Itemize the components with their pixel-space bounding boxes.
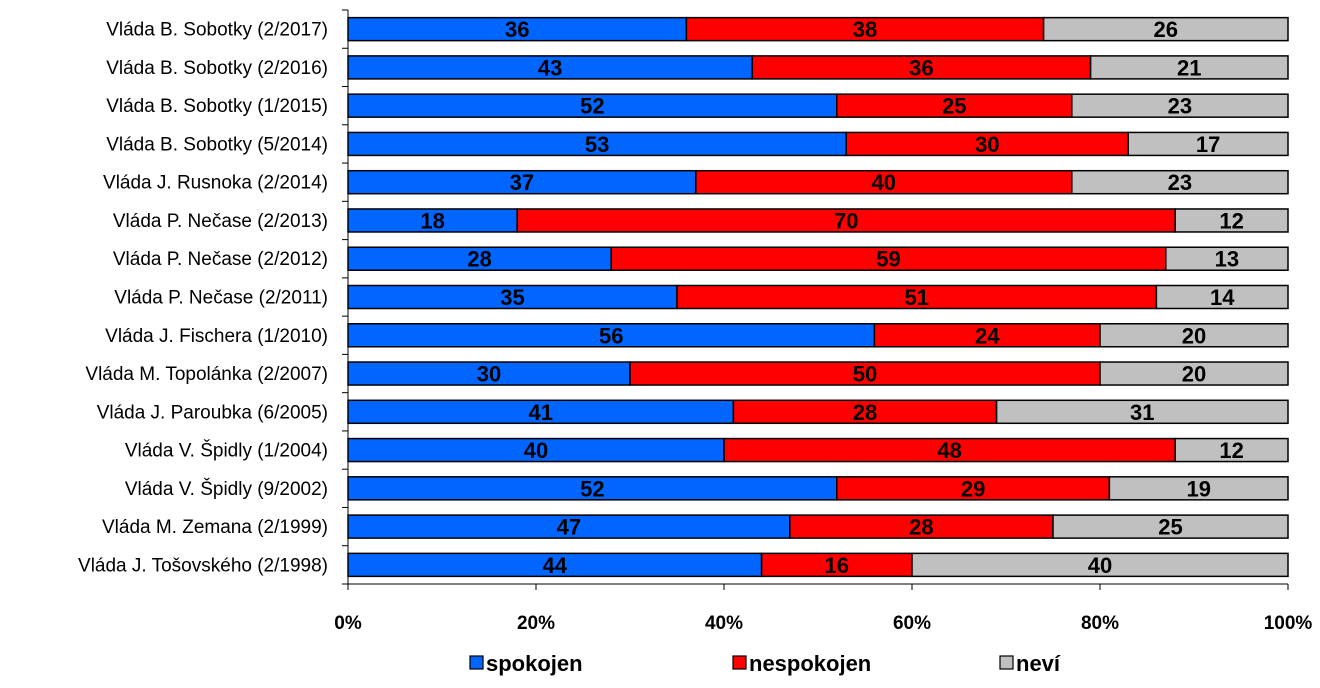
- category-label-8: Vláda J. Fischera (1/2010): [105, 326, 328, 347]
- value-label-spokojen-5: 18: [420, 208, 444, 233]
- value-label-spokojen-8: 56: [599, 323, 623, 348]
- bar-nevi-10: [995, 399, 1289, 425]
- category-label-14: Vláda J. Tošovského (2/1998): [78, 555, 328, 576]
- value-label-spokojen-13: 47: [557, 515, 581, 540]
- legend-label-spokojen: spokojen: [486, 651, 583, 676]
- category-label-13: Vláda M. Zemana (2/1999): [102, 517, 328, 538]
- bar-nevi-4: [1071, 169, 1289, 195]
- category-label-5: Vláda P. Nečase (2/2013): [113, 211, 328, 232]
- category-label-0: Vláda B. Sobotky (2/2017): [106, 20, 328, 41]
- value-label-spokojen-6: 28: [467, 247, 491, 272]
- legend-label-nevi: neví: [1016, 651, 1061, 676]
- bar-nevi-12: [1108, 476, 1289, 501]
- value-label-nevi-8: 20: [1182, 323, 1206, 348]
- value-label-nespokojen-2: 25: [942, 94, 966, 119]
- legend-swatch-nespokojen: [732, 655, 747, 670]
- category-label-6: Vláda P. Nečase (2/2012): [113, 249, 328, 270]
- category-label-12: Vláda V. Špidly (9/2002): [125, 478, 328, 500]
- value-label-nevi-13: 25: [1158, 515, 1182, 540]
- value-label-nespokojen-5: 70: [834, 208, 858, 233]
- value-label-nespokojen-4: 40: [872, 170, 896, 195]
- value-label-nespokojen-6: 59: [876, 247, 900, 272]
- bar-nevi-14: [911, 552, 1289, 578]
- value-label-spokojen-4: 37: [510, 170, 534, 195]
- bar-nevi-0: [1042, 16, 1289, 42]
- bar-nevi-7: [1155, 284, 1289, 310]
- value-label-nespokojen-11: 48: [937, 438, 961, 463]
- value-label-nevi-14: 40: [1088, 553, 1112, 578]
- value-label-nevi-5: 12: [1219, 208, 1243, 233]
- value-label-nespokojen-12: 29: [961, 476, 985, 501]
- value-label-nevi-0: 26: [1154, 17, 1178, 42]
- x-tick-label-1: 20%: [517, 613, 555, 634]
- value-label-nevi-12: 19: [1186, 476, 1210, 501]
- value-label-nespokojen-0: 38: [853, 17, 877, 42]
- category-label-3: Vláda B. Sobotky (5/2014): [106, 134, 328, 155]
- legend-label-nespokojen: nespokojen: [749, 651, 871, 676]
- value-label-spokojen-2: 52: [580, 94, 604, 119]
- value-label-nevi-3: 17: [1196, 132, 1220, 157]
- bar-nevi-13: [1052, 514, 1289, 539]
- value-label-spokojen-12: 52: [580, 476, 604, 501]
- value-label-nespokojen-14: 16: [825, 553, 849, 578]
- value-label-spokojen-3: 53: [585, 132, 609, 157]
- bar-nevi-8: [1099, 323, 1289, 348]
- axes-layer: [342, 9, 1289, 590]
- value-label-nevi-9: 20: [1182, 362, 1206, 387]
- category-label-1: Vláda B. Sobotky (2/2016): [106, 58, 328, 79]
- value-label-nevi-1: 21: [1177, 55, 1201, 80]
- category-label-11: Vláda V. Špidly (1/2004): [125, 440, 328, 462]
- value-label-spokojen-11: 40: [524, 438, 548, 463]
- category-label-2: Vláda B. Sobotky (1/2015): [106, 96, 328, 117]
- value-label-nespokojen-7: 51: [904, 285, 928, 310]
- value-label-nevi-6: 13: [1215, 247, 1239, 272]
- value-label-spokojen-10: 41: [528, 400, 552, 425]
- value-label-spokojen-1: 43: [538, 55, 562, 80]
- value-label-nespokojen-3: 30: [975, 132, 999, 157]
- bar-nevi-9: [1099, 361, 1289, 386]
- value-label-nespokojen-8: 24: [975, 323, 1000, 348]
- category-label-4: Vláda J. Rusnoka (2/2014): [103, 173, 328, 194]
- bar-nevi-2: [1071, 93, 1289, 118]
- x-tick-label-3: 60%: [893, 613, 931, 634]
- value-label-nevi-2: 23: [1168, 94, 1192, 119]
- legend-swatch-spokojen: [469, 655, 484, 670]
- value-label-spokojen-14: 44: [543, 553, 568, 578]
- bars-layer: [347, 16, 1289, 578]
- value-label-nespokojen-13: 28: [909, 515, 933, 540]
- bar-nevi-3: [1127, 131, 1289, 157]
- legend-swatch-nevi: [999, 655, 1014, 670]
- value-label-nevi-7: 14: [1210, 285, 1235, 310]
- category-label-10: Vláda J. Paroubka (6/2005): [97, 402, 328, 423]
- value-label-nespokojen-9: 50: [853, 362, 877, 387]
- labels-layer: 36 38 26 Vláda B. Sobotky (2/2017) 43 36 21 Vlá…: [78, 17, 1312, 634]
- value-label-nespokojen-1: 36: [909, 55, 933, 80]
- category-label-9: Vláda M. Topolánka (2/2007): [85, 364, 328, 385]
- value-label-nespokojen-10: 28: [853, 400, 877, 425]
- x-tick-label-5: 100%: [1264, 613, 1313, 634]
- value-label-nevi-4: 23: [1168, 170, 1192, 195]
- value-label-spokojen-7: 35: [500, 285, 524, 310]
- value-label-spokojen-0: 36: [505, 17, 529, 42]
- bar-nevi-1: [1089, 55, 1289, 80]
- value-label-nevi-10: 31: [1130, 400, 1154, 425]
- category-label-7: Vláda P. Nečase (2/2011): [114, 288, 328, 309]
- bar-nevi-5: [1174, 208, 1289, 233]
- x-tick-label-4: 80%: [1081, 613, 1119, 634]
- value-label-nevi-11: 12: [1219, 438, 1243, 463]
- bar-nevi-6: [1165, 246, 1289, 271]
- value-label-spokojen-9: 30: [477, 362, 501, 387]
- bar-nevi-11: [1174, 437, 1289, 463]
- x-tick-label-0: 0%: [334, 613, 362, 634]
- legend: spokojen nespokojen neví: [469, 651, 1061, 676]
- x-tick-label-2: 40%: [705, 613, 743, 634]
